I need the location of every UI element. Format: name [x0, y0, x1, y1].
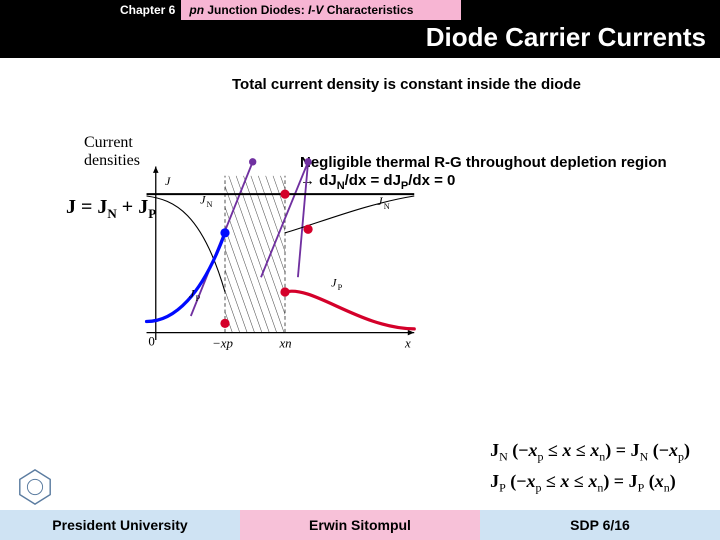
- topic-rest: Junction Diodes: I-V Characteristics: [207, 3, 413, 17]
- slide-header: Chapter 6 pn Junction Diodes: I-V Charac…: [0, 0, 720, 58]
- svg-text:P: P: [338, 283, 343, 292]
- footer-left: President University: [0, 510, 240, 540]
- chapter-row: Chapter 6 pn Junction Diodes: I-V Charac…: [0, 0, 720, 20]
- svg-text:x: x: [404, 335, 411, 350]
- svg-text:J: J: [200, 192, 206, 206]
- svg-text:J: J: [165, 174, 171, 188]
- carrier-current-chart: 0x−xpxnJJNJPJNJP: [130, 148, 440, 388]
- slide-content: Currentdensities Total current density i…: [0, 58, 720, 498]
- slide-footer: President University Erwin Sitompul SDP …: [0, 500, 720, 540]
- svg-text:N: N: [207, 200, 213, 209]
- bullet-1: Total current density is constant inside…: [232, 76, 581, 94]
- footer-right: SDP 6/16: [480, 510, 720, 540]
- slide-title: Diode Carrier Currents: [0, 20, 720, 53]
- svg-text:N: N: [384, 202, 390, 211]
- svg-text:J: J: [189, 287, 195, 301]
- svg-text:xn: xn: [278, 335, 291, 350]
- equation-pair: JN (−xp ≤ x ≤ xn) = JN (−xp) JP (−xp ≤ x…: [490, 436, 690, 498]
- svg-text:−xp: −xp: [212, 335, 233, 350]
- svg-text:J: J: [331, 275, 337, 289]
- eq-jn: JN (−xp ≤ x ≤ xn) = JN (−xp): [490, 436, 690, 467]
- chapter-label: Chapter 6: [0, 3, 181, 17]
- svg-text:P: P: [195, 294, 200, 303]
- svg-text:J: J: [377, 194, 383, 208]
- topic-em: pn: [189, 3, 204, 17]
- chapter-topic: pn Junction Diodes: I-V Characteristics: [181, 0, 461, 20]
- svg-text:0: 0: [148, 334, 154, 349]
- eq-jp: JP (−xp ≤ x ≤ xn) = JP (xn): [490, 467, 690, 498]
- footer-mid: Erwin Sitompul: [240, 510, 480, 540]
